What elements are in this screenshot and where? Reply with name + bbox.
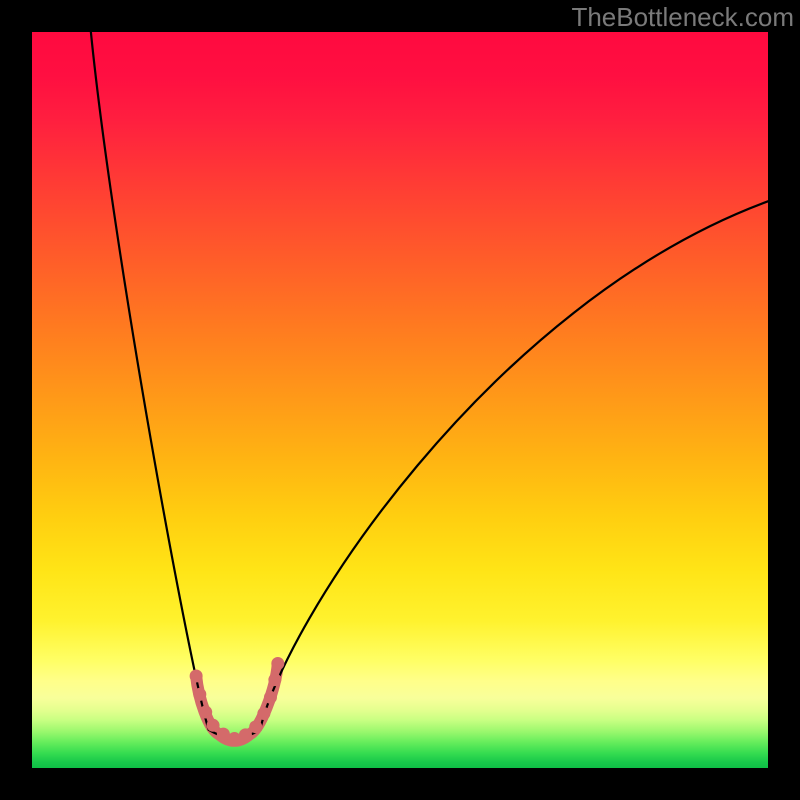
highlight-dot <box>190 670 203 683</box>
highlight-dot <box>268 673 281 686</box>
watermark-text: TheBottleneck.com <box>571 2 794 33</box>
highlight-dot <box>199 706 212 719</box>
bottleneck-chart <box>32 32 768 768</box>
plot-area <box>32 32 768 768</box>
highlight-dot <box>271 657 284 670</box>
highlight-dot <box>207 719 220 732</box>
highlight-dot <box>249 720 262 733</box>
highlight-dot <box>228 732 241 745</box>
highlight-dot <box>257 707 270 720</box>
highlight-dot <box>239 728 252 741</box>
gradient-background <box>32 32 768 768</box>
highlight-dot <box>264 691 277 704</box>
highlight-dot <box>193 688 206 701</box>
chart-container: TheBottleneck.com <box>0 0 800 800</box>
